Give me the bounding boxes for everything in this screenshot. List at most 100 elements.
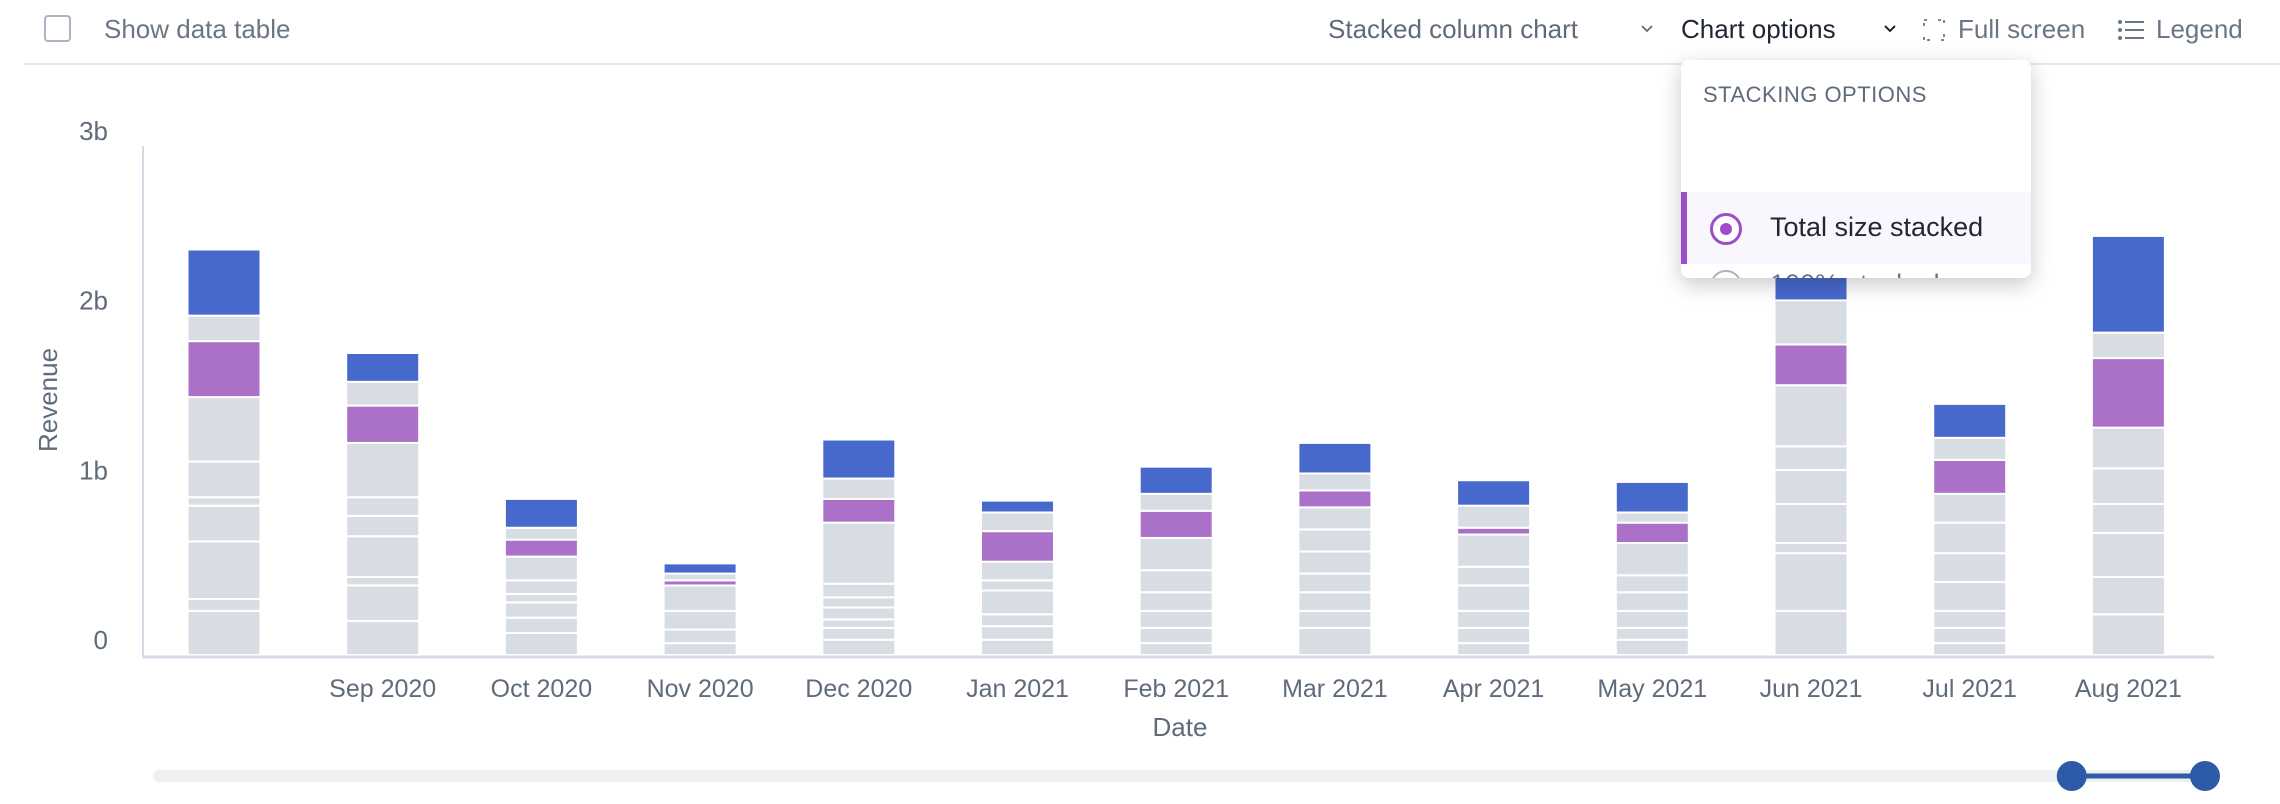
bar-segment-grey[interactable] — [662, 628, 738, 645]
bar-segment-grey[interactable] — [821, 582, 897, 599]
range-slider-start-handle[interactable] — [2056, 761, 2087, 791]
bar-column[interactable] — [2090, 234, 2166, 657]
bar-segment-purple[interactable] — [1297, 489, 1373, 509]
bar-column[interactable] — [662, 562, 738, 657]
bar-segment-grey[interactable] — [2090, 502, 2166, 534]
bar-segment-grey[interactable] — [1932, 626, 2008, 645]
bar-segment-purple[interactable] — [1932, 458, 2008, 495]
bar-segment-grey[interactable] — [503, 631, 579, 657]
bar-segment-grey[interactable] — [821, 477, 897, 500]
bar-segment-grey[interactable] — [1614, 542, 1690, 577]
bar-segment-blue[interactable] — [503, 497, 579, 529]
show-data-table-checkbox[interactable] — [44, 15, 71, 42]
bar-segment-grey[interactable] — [1773, 445, 1849, 472]
bar-segment-grey[interactable] — [2090, 426, 2166, 470]
bar-column[interactable] — [980, 499, 1055, 656]
bar-segment-grey[interactable] — [1932, 552, 2008, 584]
bar-segment-grey[interactable] — [1773, 384, 1849, 448]
bar-segment-blue[interactable] — [345, 351, 421, 383]
bar-segment-grey[interactable] — [1614, 511, 1690, 524]
bar-segment-grey[interactable] — [980, 589, 1055, 616]
bar-segment-grey[interactable] — [1456, 626, 1532, 645]
bar-segment-grey[interactable] — [980, 579, 1055, 592]
legend-icon[interactable] — [2117, 18, 2145, 42]
bar-segment-blue[interactable] — [1932, 402, 2008, 439]
bar-segment-grey[interactable] — [186, 496, 262, 507]
bar-segment-grey[interactable] — [186, 460, 262, 499]
bar-column[interactable] — [1932, 402, 2008, 657]
bar-segment-grey[interactable] — [662, 572, 738, 582]
bar-segment-grey[interactable] — [1297, 472, 1373, 492]
bar-segment-grey[interactable] — [1456, 565, 1532, 587]
bar-segment-purple[interactable] — [1456, 526, 1532, 536]
bar-segment-blue[interactable] — [186, 248, 262, 317]
bar-column[interactable] — [1456, 479, 1532, 657]
bar-segment-grey[interactable] — [345, 496, 421, 517]
bar-segment-purple[interactable] — [345, 404, 421, 444]
bar-segment-grey[interactable] — [186, 314, 262, 343]
bar-segment-grey[interactable] — [503, 601, 579, 619]
bar-segment-blue[interactable] — [1138, 465, 1214, 495]
bar-segment-grey[interactable] — [1773, 542, 1849, 555]
chart-options-button[interactable]: Chart options — [1681, 14, 1836, 44]
bar-column[interactable] — [821, 438, 897, 656]
bar-segment-blue[interactable] — [2090, 234, 2166, 334]
bar-segment-grey[interactable] — [186, 609, 262, 656]
bar-segment-grey[interactable] — [345, 441, 421, 499]
bar-segment-grey[interactable] — [1773, 502, 1849, 545]
bar-segment-grey[interactable] — [503, 616, 579, 634]
radio-selected-icon[interactable] — [1710, 213, 1742, 245]
bar-segment-purple[interactable] — [1614, 521, 1690, 545]
bar-segment-blue[interactable] — [1456, 479, 1532, 507]
range-slider-track[interactable] — [153, 770, 2207, 782]
bar-segment-grey[interactable] — [1297, 528, 1373, 553]
bar-segment-grey[interactable] — [980, 560, 1055, 582]
bar-segment-grey[interactable] — [980, 625, 1055, 641]
bar-segment-grey[interactable] — [1138, 626, 1214, 645]
bar-segment-grey[interactable] — [1456, 609, 1532, 629]
bar-segment-grey[interactable] — [186, 396, 262, 463]
bar-segment-blue[interactable] — [1614, 480, 1690, 514]
bar-segment-grey[interactable] — [503, 579, 579, 595]
bar-segment-grey[interactable] — [1614, 609, 1690, 629]
bar-segment-grey[interactable] — [1614, 591, 1690, 612]
bar-segment-grey[interactable] — [503, 592, 579, 604]
full-screen-button[interactable]: Full screen — [1958, 14, 2086, 44]
bar-segment-grey[interactable] — [345, 584, 421, 623]
bar-segment-grey[interactable] — [2090, 575, 2166, 616]
bar-column[interactable] — [503, 497, 579, 657]
bar-segment-grey[interactable] — [2090, 331, 2166, 360]
bar-segment-purple[interactable] — [186, 340, 262, 399]
bar-column[interactable] — [1773, 255, 1849, 656]
bar-segment-grey[interactable] — [1138, 536, 1214, 572]
bar-segment-grey[interactable] — [821, 618, 897, 629]
bar-column[interactable] — [186, 248, 262, 656]
bar-segment-grey[interactable] — [1297, 591, 1373, 612]
bar-segment-grey[interactable] — [503, 555, 579, 582]
bar-segment-grey[interactable] — [662, 642, 738, 657]
bar-segment-grey[interactable] — [1456, 584, 1532, 612]
bar-segment-grey[interactable] — [1932, 436, 2008, 461]
bar-segment-grey[interactable] — [2090, 613, 2166, 657]
bar-segment-grey[interactable] — [1138, 609, 1214, 629]
option-total-size-stacked[interactable]: Total size stacked — [1681, 192, 2031, 264]
bar-segment-grey[interactable] — [345, 535, 421, 578]
bar-segment-grey[interactable] — [821, 521, 897, 585]
bar-segment-grey[interactable] — [1297, 626, 1373, 656]
bar-segment-grey[interactable] — [821, 626, 897, 641]
bar-segment-grey[interactable] — [345, 575, 421, 587]
bar-segment-purple[interactable] — [2090, 357, 2166, 429]
bar-segment-grey[interactable] — [1297, 550, 1373, 575]
bar-segment-grey[interactable] — [1773, 609, 1849, 656]
bar-segment-grey[interactable] — [186, 540, 262, 601]
bar-segment-blue[interactable] — [980, 499, 1055, 514]
bar-segment-grey[interactable] — [1773, 552, 1849, 612]
bar-segment-grey[interactable] — [1297, 609, 1373, 629]
bar-segment-grey[interactable] — [821, 606, 897, 621]
bar-segment-grey[interactable] — [821, 638, 897, 656]
bar-segment-grey[interactable] — [1614, 626, 1690, 641]
bar-segment-purple[interactable] — [980, 530, 1055, 563]
bar-segment-blue[interactable] — [821, 438, 897, 480]
show-data-table-label[interactable]: Show data table — [104, 14, 291, 44]
option-100-percent-stacked[interactable]: 100% stacked — [1681, 265, 2031, 278]
